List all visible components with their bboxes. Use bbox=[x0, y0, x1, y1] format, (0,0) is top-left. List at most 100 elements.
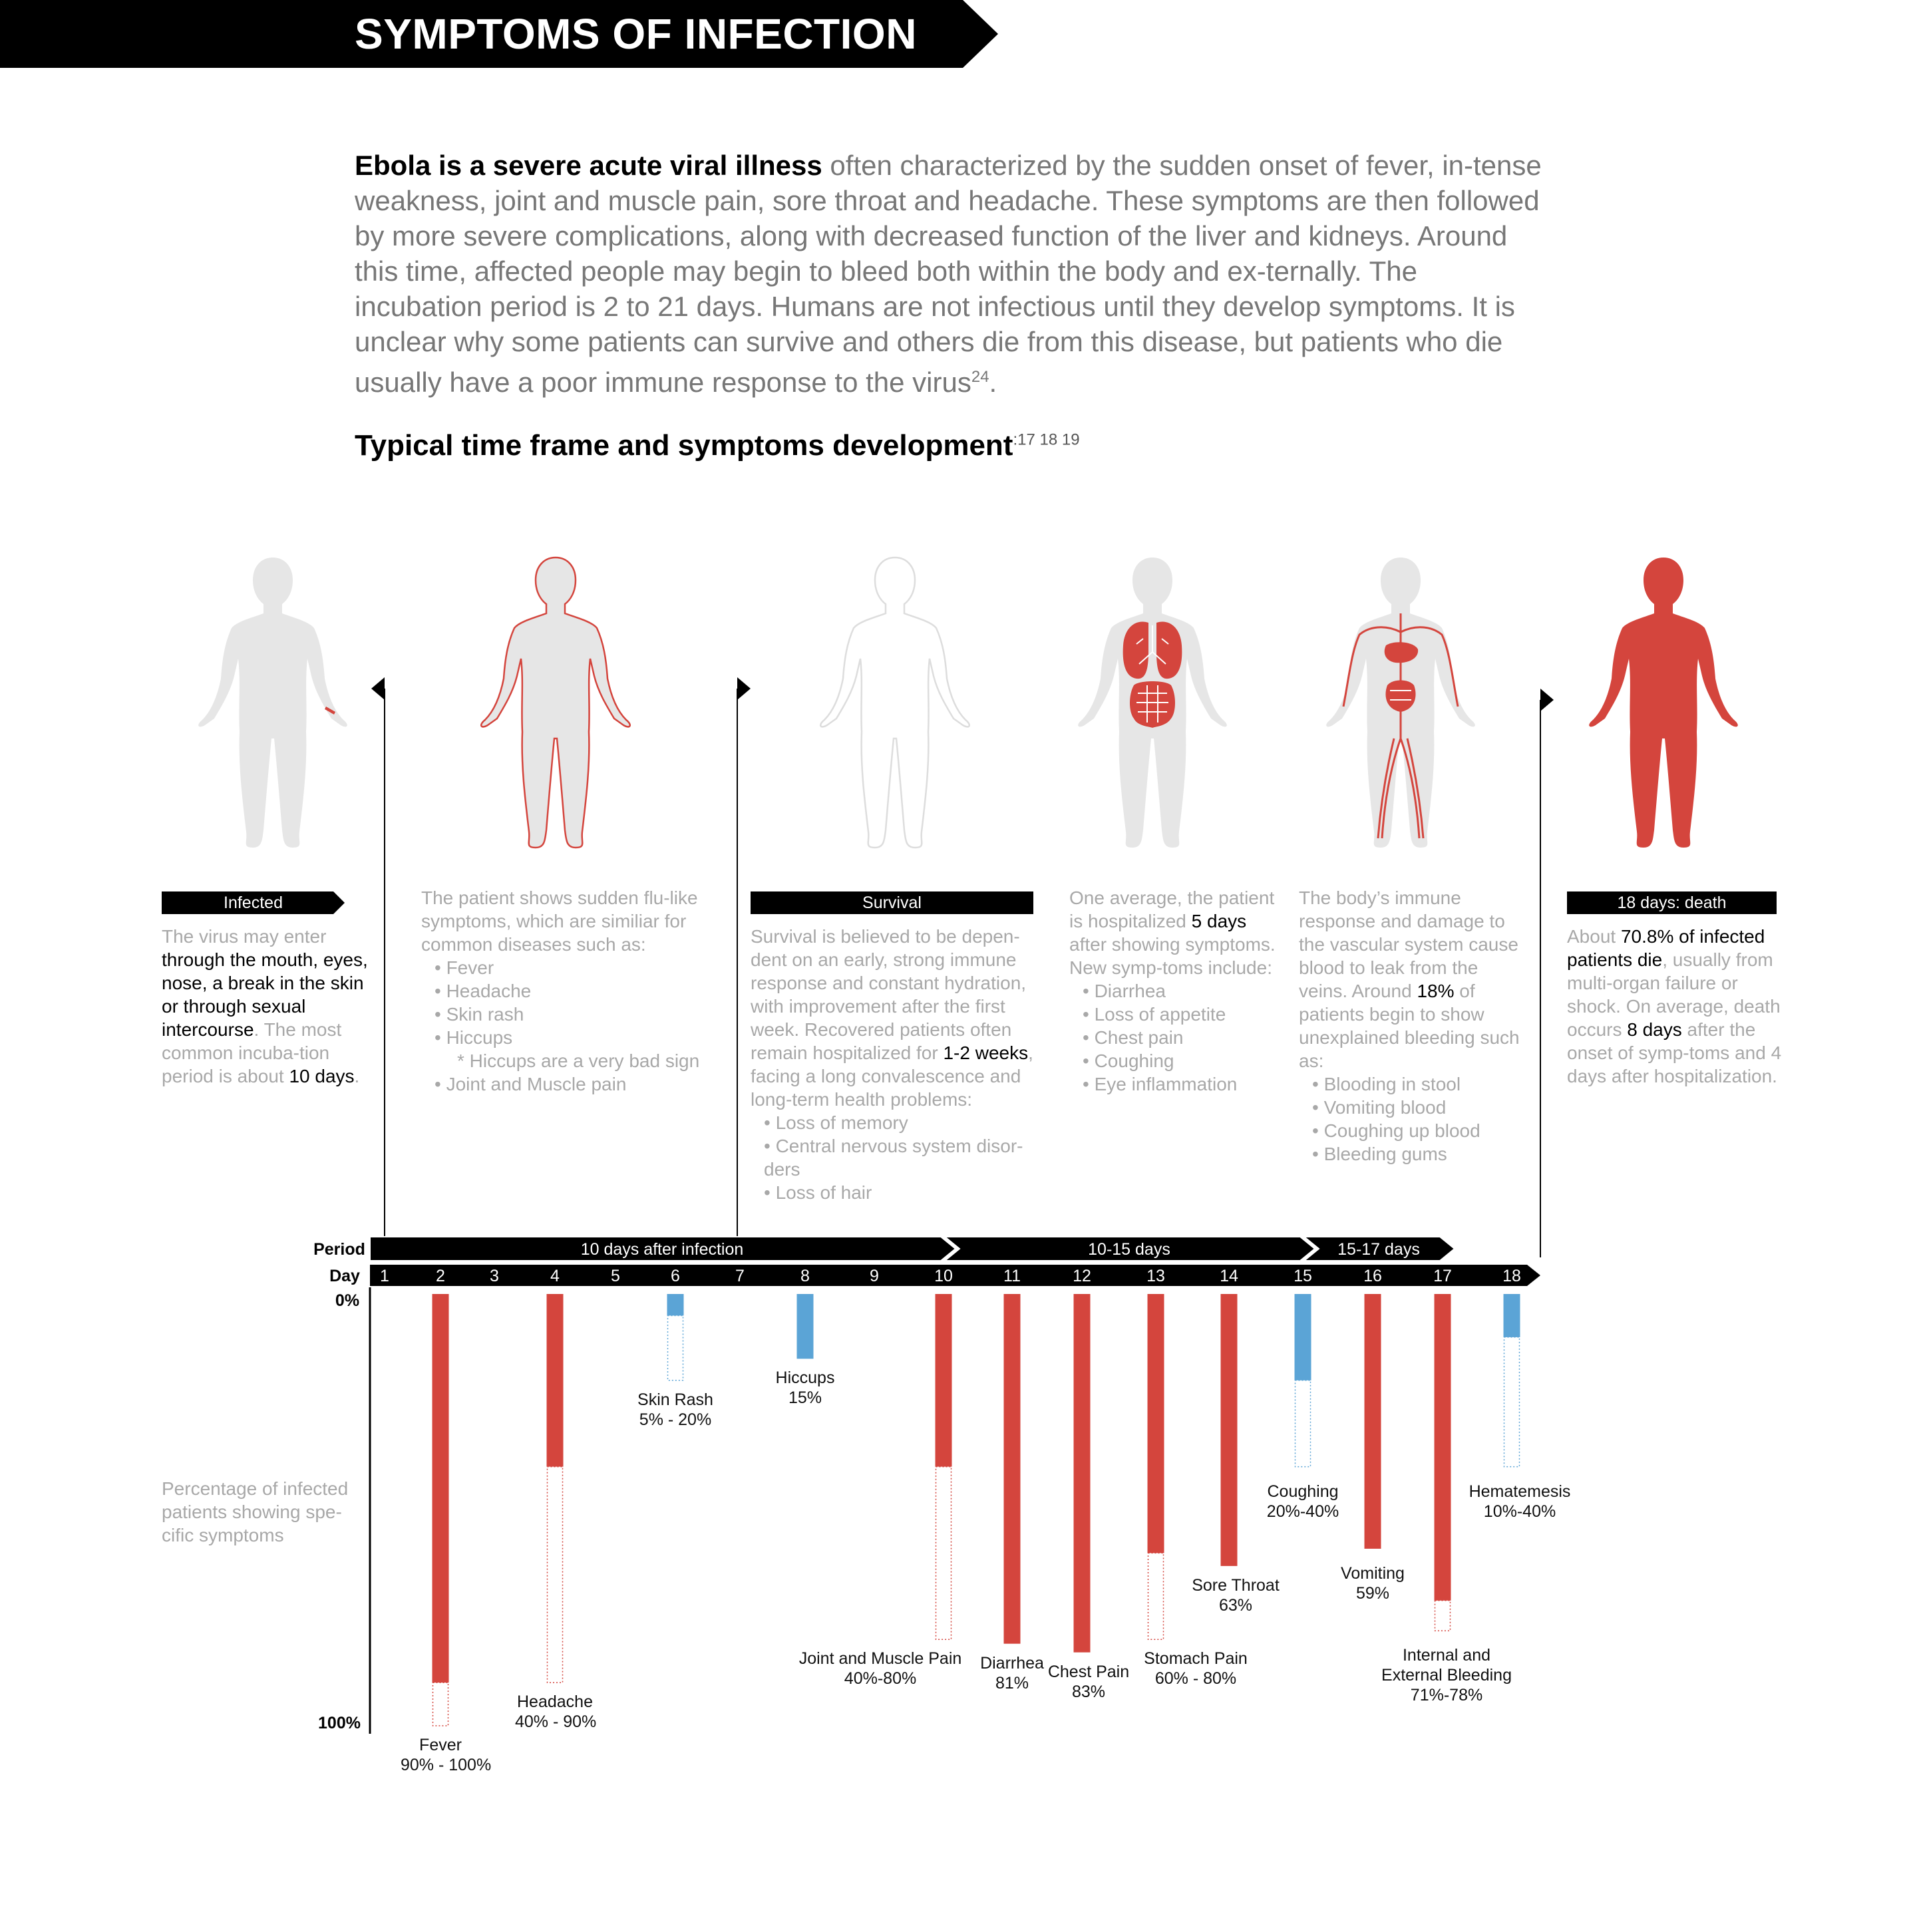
bar-solid bbox=[1073, 1294, 1091, 1653]
bar-solid bbox=[1147, 1294, 1164, 1553]
bar-caption-range: 71%-78% bbox=[1410, 1686, 1483, 1705]
bar-caption: Hematemesis 10%-40% bbox=[1469, 1482, 1571, 1522]
bar-solid bbox=[1220, 1294, 1238, 1566]
bar-caption-name: Chest Pain bbox=[1047, 1662, 1130, 1681]
day-tick-label: 10 bbox=[934, 1267, 953, 1285]
bar-caption-range: 60% - 80% bbox=[1154, 1669, 1237, 1689]
bar-caption-name: Internal and External Bleeding bbox=[1381, 1646, 1512, 1685]
day-tick-label: 14 bbox=[1220, 1267, 1238, 1285]
list-item: • Joint and Muscle pain bbox=[434, 1074, 627, 1094]
intro-lead: Ebola is a severe acute viral illness bbox=[355, 150, 822, 181]
bar-caption-name: Stomach Pain bbox=[1144, 1649, 1248, 1669]
day-tick-label: 17 bbox=[1433, 1267, 1452, 1285]
y-tick-100: 100% bbox=[318, 1714, 361, 1732]
day-tick-label: 7 bbox=[735, 1267, 745, 1285]
bar-caption: Diarrhea 81% bbox=[972, 1653, 1052, 1693]
figure-flu-icon bbox=[480, 556, 631, 849]
bar-caption-name: Sore Throat bbox=[1192, 1575, 1280, 1595]
day-tick-label: 8 bbox=[800, 1267, 810, 1285]
period-label: 10 days after infection bbox=[581, 1240, 744, 1259]
bar-caption-name: Coughing bbox=[1267, 1482, 1339, 1501]
figure-organs-icon bbox=[1078, 558, 1227, 848]
bar-caption-name: Joint and Muscle Pain bbox=[798, 1649, 962, 1669]
bar-caption-name: Vomiting bbox=[1341, 1563, 1405, 1583]
bar-caption-name: Hiccups bbox=[775, 1368, 835, 1388]
stage-text-death: About 70.8% of infected patients die, us… bbox=[1567, 926, 1782, 1086]
list-item: • Loss of memory bbox=[764, 1112, 908, 1133]
bar-caption: Hiccups 15% bbox=[765, 1368, 845, 1408]
bar-solid bbox=[1503, 1294, 1520, 1337]
bar-caption-name: Hematemesis bbox=[1469, 1482, 1571, 1501]
bar-caption-range: 83% bbox=[1071, 1682, 1106, 1701]
list-item: • Headache bbox=[434, 981, 532, 1001]
bar-caption: Internal and External Bleeding 71%-78% bbox=[1367, 1645, 1526, 1705]
list-item: • Skin rash bbox=[434, 1004, 524, 1025]
day-tick-label: 5 bbox=[611, 1267, 620, 1285]
list-item: • Blooding in stool bbox=[1312, 1074, 1461, 1094]
bar-solid bbox=[935, 1294, 952, 1467]
bar-range bbox=[935, 1466, 952, 1640]
list-item: • Central nervous system disor-ders bbox=[764, 1136, 1023, 1180]
bar-caption: Stomach Pain 60% - 80% bbox=[1140, 1649, 1252, 1689]
bar-caption: Vomiting 59% bbox=[1333, 1563, 1413, 1603]
bar-caption-range: 90% - 100% bbox=[401, 1756, 492, 1774]
bar-range bbox=[432, 1682, 449, 1726]
figure-bleeding-icon bbox=[1326, 558, 1475, 848]
day-tick-label: 4 bbox=[550, 1267, 560, 1285]
list-item: • Coughing bbox=[1083, 1050, 1174, 1071]
chart-side-note: Percentage of infected patients showing … bbox=[162, 1478, 349, 1545]
list-item: • Bleeding gums bbox=[1312, 1144, 1447, 1164]
title-banner bbox=[0, 0, 998, 68]
y-tick-0: 0% bbox=[335, 1291, 359, 1310]
day-tick-label: 12 bbox=[1073, 1267, 1091, 1285]
figure-survival-icon bbox=[820, 556, 970, 849]
period-bar bbox=[1302, 1236, 1456, 1261]
day-bar bbox=[370, 1265, 1540, 1286]
bar-caption-name: Headache bbox=[517, 1692, 593, 1712]
intro-ref: 24 bbox=[971, 368, 989, 386]
bar-caption-range: 59% bbox=[1355, 1583, 1390, 1603]
stage-text-bleeding: The body’s immune response and damage to… bbox=[1299, 886, 1528, 1166]
bar-solid bbox=[546, 1294, 564, 1467]
bar-caption-range: 5% - 20% bbox=[639, 1410, 712, 1429]
list-item: • Diarrhea bbox=[1083, 981, 1166, 1001]
list-item: • Coughing up blood bbox=[1312, 1120, 1480, 1141]
bar-caption-range: 40% - 90% bbox=[515, 1712, 597, 1732]
stage-label-death: 18 days: death bbox=[1567, 891, 1777, 914]
section-heading: Typical time frame and symptoms developm… bbox=[355, 429, 1080, 462]
bar-solid bbox=[667, 1294, 684, 1316]
bar-solid bbox=[1003, 1294, 1021, 1644]
day-tick-label: 1 bbox=[380, 1267, 389, 1285]
list-item: • Eye inflammation bbox=[1083, 1074, 1238, 1094]
stage-label-infected: Infected bbox=[162, 891, 345, 914]
figure-infected-icon bbox=[198, 558, 347, 848]
day-tick-label: 6 bbox=[671, 1267, 680, 1285]
period-label: 10-15 days bbox=[1088, 1240, 1170, 1259]
period-label: 15-17 days bbox=[1337, 1240, 1420, 1259]
list-item: • Hiccups bbox=[434, 1027, 513, 1048]
list-item: • Loss of appetite bbox=[1083, 1004, 1226, 1025]
intro-end: . bbox=[989, 367, 997, 398]
bar-caption: Joint and Muscle Pain 40%-80% bbox=[782, 1649, 978, 1689]
stage-text-survival: Survival is believed to be depen-dent on… bbox=[751, 925, 1050, 1204]
list-item: • Fever bbox=[434, 957, 494, 978]
bar-solid bbox=[432, 1294, 449, 1683]
stage-text-infected: The virus may enter through the mouth, e… bbox=[162, 926, 368, 1086]
stage-marker-lines bbox=[371, 677, 1554, 1257]
list-item: • Loss of hair bbox=[764, 1182, 872, 1203]
day-tick-label: 11 bbox=[1003, 1267, 1021, 1285]
bar-caption-range: 81% bbox=[995, 1673, 1029, 1692]
day-tick-label: 13 bbox=[1146, 1267, 1165, 1285]
symptom-timeline-chart: 10 days after infection 10-15 days 15-17 d… bbox=[313, 1236, 1540, 1734]
day-tick-label: 15 bbox=[1294, 1267, 1312, 1285]
bar-caption-name: Fever bbox=[419, 1736, 462, 1754]
bar-caption-name: Skin Rash bbox=[637, 1390, 713, 1409]
bar-range bbox=[1294, 1380, 1311, 1468]
day-tick-label: 2 bbox=[436, 1267, 445, 1285]
bar-solid bbox=[796, 1294, 814, 1359]
bar-caption-name: Diarrhea bbox=[980, 1653, 1044, 1673]
list-item: * Hiccups are a very bad sign bbox=[457, 1050, 700, 1071]
bar-caption: Skin Rash 5% - 20% bbox=[633, 1390, 717, 1430]
list-item: • Vomiting blood bbox=[1312, 1097, 1447, 1118]
